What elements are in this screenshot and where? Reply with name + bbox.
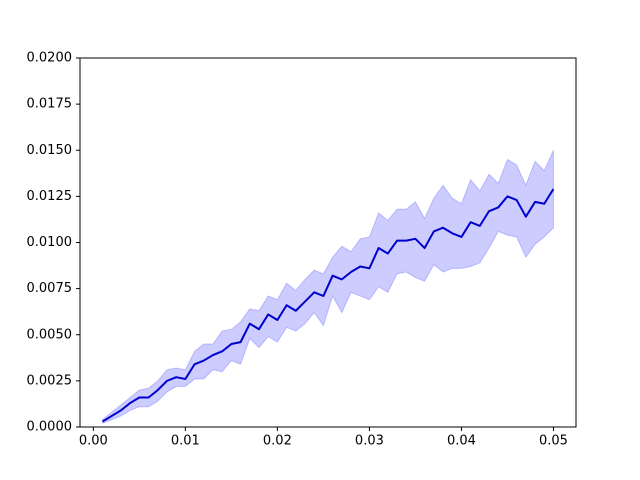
x-tick-label: 0.05 (539, 434, 568, 449)
y-tick-label: 0.0050 (27, 327, 73, 342)
y-tick-label: 0.0075 (27, 281, 73, 296)
y-tick-label: 0.0100 (27, 235, 73, 250)
y-tick-label: 0.0000 (27, 420, 73, 435)
x-tick-label: 0.01 (171, 434, 200, 449)
x-tick-label: 0.04 (447, 434, 476, 449)
y-tick-label: 0.0200 (27, 51, 73, 66)
plot-frame (79, 57, 577, 428)
mean-line (102, 188, 555, 423)
y-tick-label: 0.0150 (27, 143, 73, 158)
x-tick-label: 0.00 (79, 434, 108, 449)
y-tick-label: 0.0175 (27, 97, 73, 112)
y-tick-label: 0.0025 (27, 373, 73, 388)
y-tick-label: 0.0125 (27, 189, 73, 204)
x-tick-label: 0.03 (355, 434, 384, 449)
x-tick-label: 0.02 (263, 434, 292, 449)
